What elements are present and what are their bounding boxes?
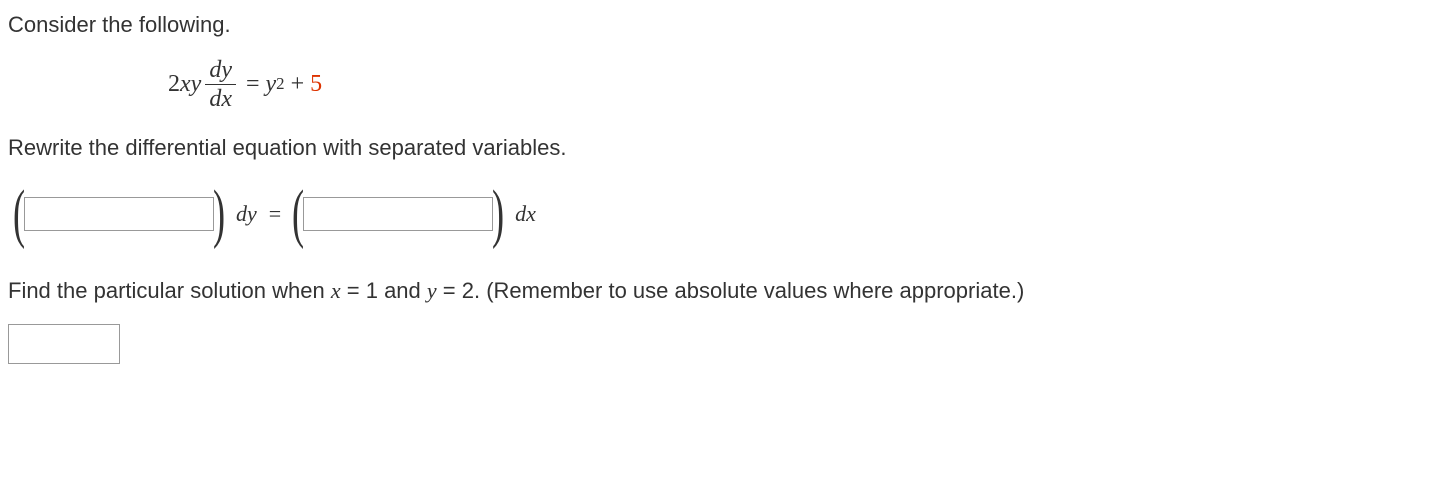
paren-open-1: ( (13, 181, 25, 247)
paren-close-2: ) (492, 181, 504, 247)
paren-close-1: ) (213, 181, 225, 247)
eq-plus: + (291, 71, 305, 98)
particular-suffix: . (Remember to use absolute values where… (474, 278, 1024, 303)
eq-y: y (191, 71, 202, 98)
eq-x: x (180, 71, 191, 98)
cond-x-val: 1 (366, 278, 378, 303)
cond-y-val: 2 (462, 278, 474, 303)
cond-y-eq: = (437, 278, 462, 303)
cond-y-var: y (427, 278, 437, 303)
eq-frac-num: dy (205, 58, 236, 84)
rhs-factor-input[interactable] (303, 197, 493, 231)
dy-label: dy (236, 201, 257, 227)
eq-rhs-y: y (266, 71, 277, 98)
paren-open-2: ( (292, 181, 304, 247)
eq-fraction: dy dx (205, 58, 236, 111)
equation-display: 2xy dy dx = y2 + 5 (168, 58, 1442, 111)
particular-mid: and (378, 278, 427, 303)
eq-rhs-const: 5 (310, 71, 322, 98)
eq-frac-den: dx (205, 84, 236, 111)
rewrite-text: Rewrite the differential equation with s… (8, 133, 1442, 163)
dx-label: dx (515, 201, 536, 227)
question-container: Consider the following. 2xy dy dx = y2 +… (0, 0, 1450, 372)
eq-coef: 2 (168, 71, 180, 98)
cond-x-eq: = (341, 278, 366, 303)
separated-equals: = (269, 201, 281, 227)
particular-prefix: Find the particular solution when (8, 278, 331, 303)
particular-solution-input[interactable] (8, 324, 120, 364)
eq-equals: = (246, 71, 260, 98)
cond-x-var: x (331, 278, 341, 303)
particular-text: Find the particular solution when x = 1 … (8, 276, 1442, 306)
intro-text: Consider the following. (8, 10, 1442, 40)
lhs-factor-input[interactable] (24, 197, 214, 231)
separated-form-row: ( ) dy = ( ) dx (8, 180, 1442, 248)
